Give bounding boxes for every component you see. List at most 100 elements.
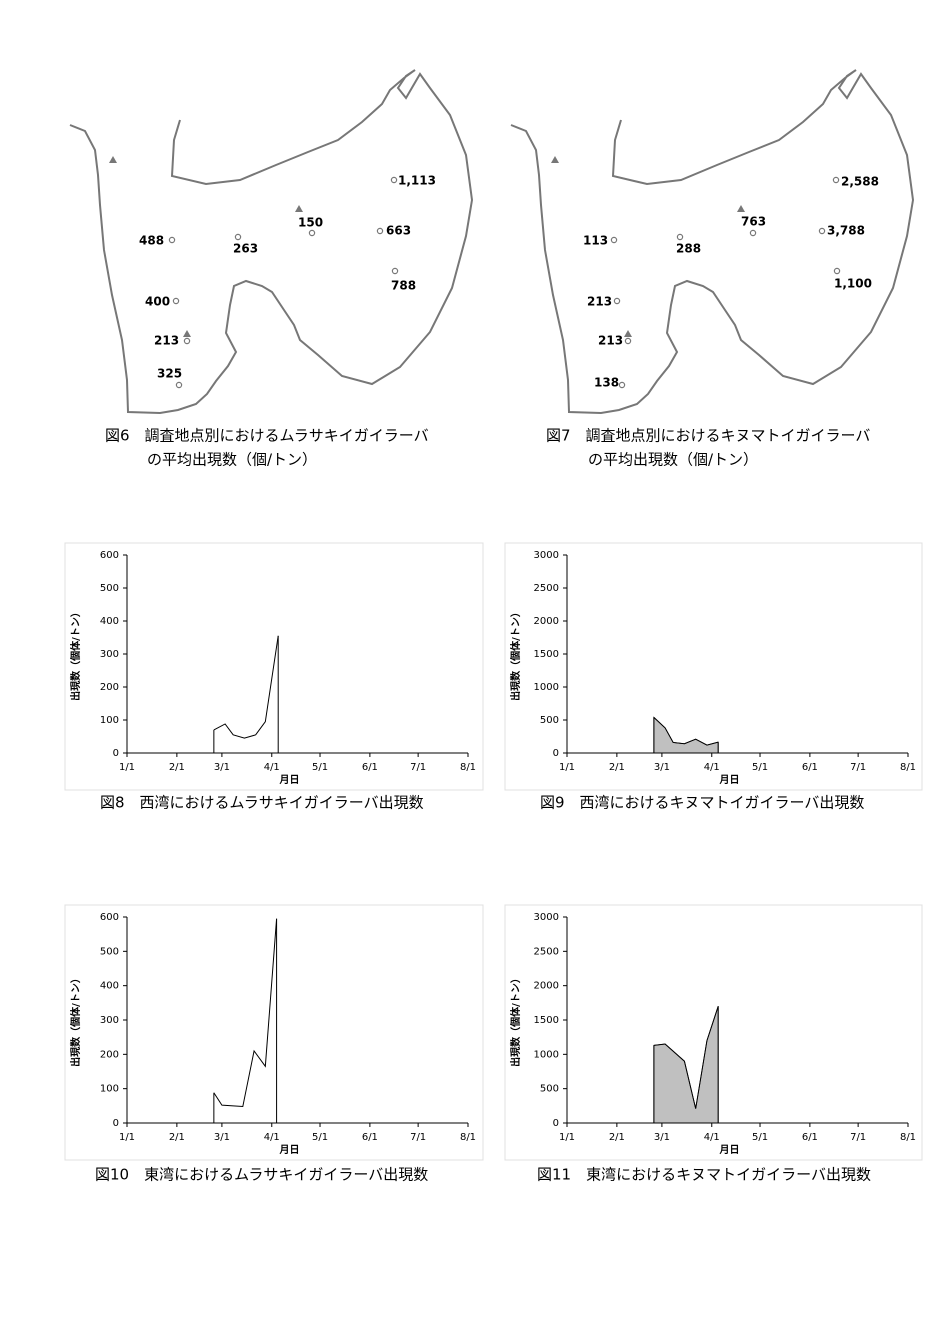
station-marker — [749, 229, 757, 237]
x-tick-label: 8/1 — [900, 1132, 916, 1143]
station-marker — [610, 236, 618, 244]
station-label: 488 — [139, 234, 164, 248]
chart-caption: 図8 西湾におけるムラサキイガイラーバ出現数 — [100, 794, 424, 812]
y-tick-label: 100 — [100, 1084, 119, 1095]
chart: 0 500 1000 1500 2000 2500 3000 1/1 2/1 3/1 4/1 5/1 6… — [504, 542, 923, 812]
area-fill — [653, 1006, 719, 1124]
x-tick-label: 1/1 — [559, 1132, 575, 1143]
y-axis-label: 出現数（個体/トン） — [509, 973, 522, 1067]
station-marker — [618, 381, 626, 389]
x-tick-label: 4/1 — [264, 1132, 280, 1143]
station-label: 150 — [298, 216, 323, 230]
y-tick-label: 300 — [100, 1015, 119, 1026]
y-axis-label: 出現数（個体/トン） — [509, 607, 522, 701]
site-triangle — [737, 205, 745, 212]
station-marker — [175, 381, 183, 389]
station-label: 288 — [676, 242, 701, 256]
chart-caption: 図11 東湾におけるキヌマトイガイラーバ出現数 — [537, 1166, 871, 1184]
x-tick-label: 2/1 — [609, 762, 625, 773]
station-marker — [390, 176, 398, 184]
station-marker — [624, 337, 632, 345]
x-tick-label: 5/1 — [312, 1132, 328, 1143]
y-tick-label: 600 — [100, 550, 119, 561]
x-tick-label: 1/1 — [119, 762, 135, 773]
x-tick-label: 8/1 — [900, 762, 916, 773]
figure-caption: の平均出現数（個/トン） — [147, 451, 317, 469]
station-label: 1,100 — [834, 277, 872, 291]
station-marker — [818, 227, 826, 235]
y-tick-label: 2000 — [534, 981, 559, 992]
x-tick-label: 1/1 — [119, 1132, 135, 1143]
x-tick-label: 5/1 — [752, 1132, 768, 1143]
station-marker — [308, 229, 316, 237]
area-fill — [653, 716, 719, 754]
y-tick-label: 600 — [100, 912, 119, 923]
y-tick-label: 200 — [100, 1049, 119, 1060]
station-label: 325 — [157, 367, 182, 381]
station-marker — [168, 236, 176, 244]
y-tick-label: 2500 — [534, 583, 559, 594]
x-tick-label: 6/1 — [362, 762, 378, 773]
x-tick-label: 2/1 — [169, 762, 185, 773]
station-marker — [183, 337, 191, 345]
chart-frame — [504, 904, 923, 1161]
site-triangle — [551, 156, 559, 163]
y-tick-label: 1000 — [534, 1049, 559, 1060]
x-tick-label: 1/1 — [559, 762, 575, 773]
coastline — [69, 69, 473, 414]
station-marker — [234, 233, 242, 241]
y-tick-label: 3000 — [534, 550, 559, 561]
y-tick-label: 300 — [100, 649, 119, 660]
figure-caption: の平均出現数（個/トン） — [588, 451, 758, 469]
station-label: 263 — [233, 242, 258, 256]
y-tick-label: 200 — [100, 682, 119, 693]
y-tick-label: 400 — [100, 616, 119, 627]
y-tick-label: 1000 — [534, 682, 559, 693]
y-tick-label: 400 — [100, 981, 119, 992]
map-figure-6 — [69, 69, 473, 414]
station-label: 400 — [145, 295, 170, 309]
y-axis-label: 出現数（個体/トン） — [69, 973, 82, 1067]
x-tick-label: 3/1 — [214, 762, 230, 773]
x-tick-label: 8/1 — [460, 762, 476, 773]
area-outline — [653, 1006, 719, 1109]
figure-caption: 図7 調査地点別におけるキヌマトイガイラーバ — [546, 427, 870, 445]
station-label: 2,588 — [841, 175, 879, 189]
site-triangle — [295, 205, 303, 212]
x-tick-label: 3/1 — [214, 1132, 230, 1143]
y-tick-label: 1500 — [534, 649, 559, 660]
chart-frame — [64, 904, 484, 1161]
y-tick-label: 3000 — [534, 912, 559, 923]
chart-frame — [504, 542, 923, 791]
station-label: 663 — [386, 224, 411, 238]
station-label: 213 — [154, 334, 179, 348]
y-axis-label: 出現数（個体/トン） — [69, 607, 82, 701]
x-tick-label: 4/1 — [704, 762, 720, 773]
station-label: 113 — [583, 234, 608, 248]
chart: 0 100 200 300 400 500 600 1/1 2/1 3/1 4/1 5/1 6/1 7/1… — [64, 904, 484, 1184]
site-triangle — [183, 330, 191, 337]
station-marker — [613, 297, 621, 305]
station-marker — [832, 176, 840, 184]
data-line — [213, 635, 279, 739]
coastline — [510, 69, 914, 414]
figure-caption: 図6 調査地点別におけるムラサキイガイラーバ — [105, 427, 429, 445]
x-tick-label: 3/1 — [654, 1132, 670, 1143]
station-label: 1,113 — [398, 174, 436, 188]
x-tick-label: 8/1 — [460, 1132, 476, 1143]
x-tick-label: 6/1 — [802, 762, 818, 773]
x-tick-label: 5/1 — [752, 762, 768, 773]
y-tick-label: 1500 — [534, 1015, 559, 1026]
station-marker — [833, 267, 841, 275]
site-triangle — [624, 330, 632, 337]
y-tick-label: 100 — [100, 715, 119, 726]
y-tick-label: 500 — [100, 946, 119, 957]
station-marker — [391, 267, 399, 275]
x-tick-label: 4/1 — [704, 1132, 720, 1143]
chart-frame — [64, 542, 484, 791]
x-tick-label: 6/1 — [802, 1132, 818, 1143]
x-tick-label: 3/1 — [654, 762, 670, 773]
chart: 0 100 200 300 400 500 600 1/1 2/1 3/1 4/1 5/1 6/1 7/1… — [64, 542, 484, 812]
station-marker — [172, 297, 180, 305]
y-tick-label: 500 — [540, 1084, 559, 1095]
